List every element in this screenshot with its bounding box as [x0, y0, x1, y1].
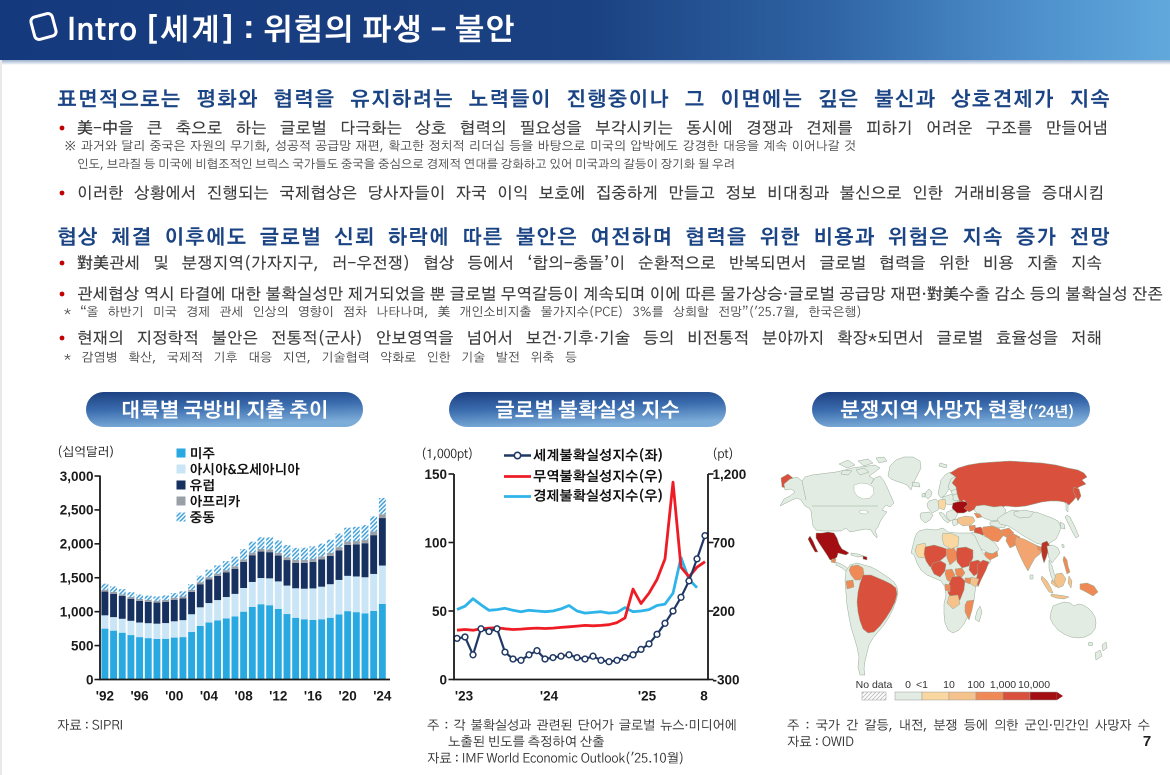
svg-text:'96: '96	[130, 689, 149, 704]
svg-text:0: 0	[905, 679, 911, 691]
svg-text:'25: '25	[638, 689, 657, 704]
svg-text:'24: '24	[373, 689, 392, 704]
svg-text:200: 200	[713, 604, 736, 619]
svg-text:700: 700	[713, 535, 736, 550]
svg-text:1,000: 1,000	[990, 679, 1016, 691]
svg-text:1,200: 1,200	[713, 467, 747, 482]
svg-text:-300: -300	[713, 672, 740, 687]
svg-text:1,000: 1,000	[60, 604, 94, 619]
svg-text:0: 0	[86, 672, 94, 687]
svg-text:'16: '16	[304, 689, 323, 704]
svg-text:2,000: 2,000	[60, 537, 94, 552]
svg-text:10: 10	[943, 679, 955, 691]
svg-text:7: 7	[1143, 733, 1151, 750]
svg-text:'24: '24	[540, 689, 559, 704]
svg-text:2,500: 2,500	[60, 503, 94, 518]
svg-text:1,500: 1,500	[60, 571, 94, 586]
svg-text:500: 500	[71, 638, 94, 653]
svg-text:'23: '23	[455, 689, 474, 704]
svg-text:<1: <1	[916, 679, 928, 691]
svg-text:8: 8	[700, 689, 708, 704]
svg-text:100: 100	[424, 535, 447, 550]
svg-text:100: 100	[967, 679, 985, 691]
svg-text:50: 50	[432, 604, 447, 619]
svg-text:0: 0	[439, 672, 447, 687]
svg-text:'00: '00	[165, 689, 183, 704]
svg-text:150: 150	[424, 467, 447, 482]
svg-text:'12: '12	[269, 689, 287, 704]
svg-text:10,000: 10,000	[1018, 679, 1050, 691]
svg-text:'20: '20	[339, 689, 357, 704]
svg-text:'04: '04	[200, 689, 219, 704]
svg-text:No data: No data	[856, 679, 893, 691]
svg-text:3,000: 3,000	[60, 469, 94, 484]
svg-text:'08: '08	[235, 689, 254, 704]
svg-text:'92: '92	[96, 689, 114, 704]
